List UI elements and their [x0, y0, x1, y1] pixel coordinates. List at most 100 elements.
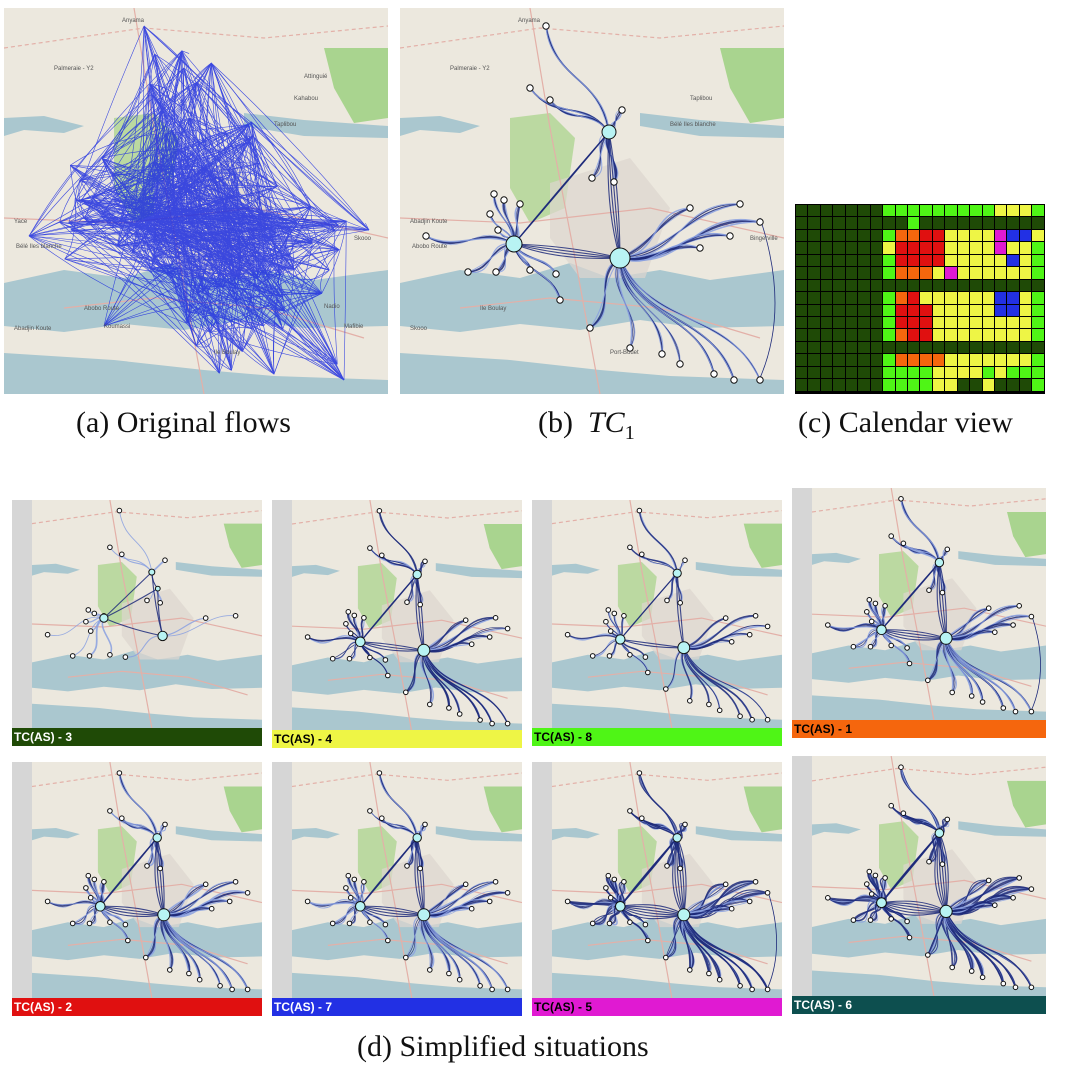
hub-bundle — [881, 629, 947, 639]
flow-line — [84, 54, 156, 219]
hub-bundle — [881, 832, 940, 904]
calendar-cell — [820, 354, 833, 366]
flow-line — [171, 129, 275, 375]
calendar-cell — [858, 217, 870, 229]
flow-line — [234, 194, 311, 207]
hub-bundle — [676, 573, 685, 648]
flow-line — [189, 117, 250, 143]
calendar-cell — [808, 267, 820, 279]
leaf-node — [868, 891, 875, 897]
flow-bundle — [513, 243, 561, 301]
flow-line — [59, 211, 185, 226]
calendar-cell — [1007, 242, 1019, 254]
leaf-node — [367, 654, 373, 661]
calendar-cell — [1019, 354, 1032, 366]
leaf-node — [489, 986, 495, 993]
calendar-cell — [808, 316, 820, 329]
caption-a: (a) Original flows — [76, 406, 291, 440]
calendar-cell — [796, 379, 808, 391]
place-label: Kahabou — [294, 96, 318, 102]
calendar-cell — [796, 316, 808, 329]
flow-line — [144, 196, 249, 210]
forest-area — [223, 523, 262, 568]
hub-bundle — [881, 562, 940, 631]
calendar-cell — [970, 242, 982, 254]
flow-line — [79, 180, 267, 229]
leaf-node — [636, 770, 643, 776]
flow-line — [59, 222, 286, 312]
panel-margin — [272, 500, 292, 732]
situation-map-svg — [812, 756, 1046, 996]
leaf-node — [186, 970, 192, 977]
flow-line — [221, 220, 347, 287]
flow-line — [225, 131, 338, 365]
calendar-cell — [833, 242, 845, 254]
calendar-cell — [895, 366, 907, 379]
flow-line — [343, 220, 347, 381]
leaf-node — [825, 895, 831, 901]
lagoon-east — [435, 826, 522, 842]
leaf-node — [1028, 708, 1035, 715]
flow-line — [188, 312, 232, 371]
calendar-cell — [1019, 304, 1032, 316]
flow-line — [166, 118, 190, 135]
hub-node — [152, 833, 162, 843]
place-label: Palmeraie - Y2 — [450, 66, 490, 72]
situation-label-tc3: TC(AS) - 3 — [12, 728, 262, 746]
flow-line — [234, 171, 278, 187]
situation-label-tc5: TC(AS) - 5 — [532, 998, 782, 1016]
hub-bundle — [607, 131, 621, 259]
lagoon-north — [812, 552, 861, 565]
leaf-node — [83, 885, 89, 891]
lagoon-north — [32, 828, 80, 841]
calendar-cell — [945, 316, 957, 329]
calendar-cell — [833, 254, 845, 267]
flow-bundle — [619, 257, 735, 381]
flow-line — [153, 161, 265, 215]
leaf-node — [686, 204, 694, 212]
flow-line — [365, 223, 370, 231]
flow-line — [131, 50, 183, 253]
flow-line — [265, 228, 295, 270]
leaf-node — [639, 815, 645, 822]
flow-line — [153, 174, 340, 250]
hub-bundle — [513, 243, 621, 259]
flow-line — [166, 232, 276, 273]
leaf-node — [682, 557, 688, 564]
flow-line — [78, 180, 85, 219]
flow-line — [146, 228, 338, 365]
road — [4, 25, 388, 49]
lagoon — [32, 917, 262, 961]
hub-node — [157, 630, 168, 642]
leaf-node — [69, 653, 76, 659]
flow-line — [236, 300, 345, 381]
calendar-cell — [995, 292, 1007, 304]
leaf-node — [500, 196, 508, 204]
leaf-node — [722, 881, 729, 888]
place-label: Ile Boulay — [214, 350, 240, 356]
leaf-node — [91, 610, 98, 617]
flow-line — [64, 258, 167, 273]
leaf-node — [627, 652, 633, 658]
calendar-cell — [945, 242, 957, 254]
calendar-cell — [1032, 217, 1044, 229]
flow-line — [171, 129, 203, 291]
leaf-node — [86, 920, 93, 927]
leaf-node — [926, 858, 932, 865]
calendar-cell — [858, 329, 870, 341]
calendar-cell — [1007, 254, 1019, 267]
leaf-node — [677, 600, 683, 606]
leaf-node — [866, 597, 873, 603]
flow-bundle — [619, 257, 761, 381]
calendar-cell — [895, 205, 907, 217]
situation-map-tc3 — [32, 500, 262, 728]
calendar-cell — [907, 304, 920, 316]
flow-bundle — [425, 235, 515, 245]
flow-line — [149, 84, 291, 229]
tc1-map-svg: Anyama Palmeraie - Y2 Taplibou Bélé Iles bl… — [400, 8, 784, 394]
hub-bundle — [938, 833, 947, 912]
flow-bundle — [683, 647, 769, 720]
leaf-node — [716, 976, 723, 983]
flow-line — [131, 176, 155, 253]
flow-line — [103, 293, 322, 327]
